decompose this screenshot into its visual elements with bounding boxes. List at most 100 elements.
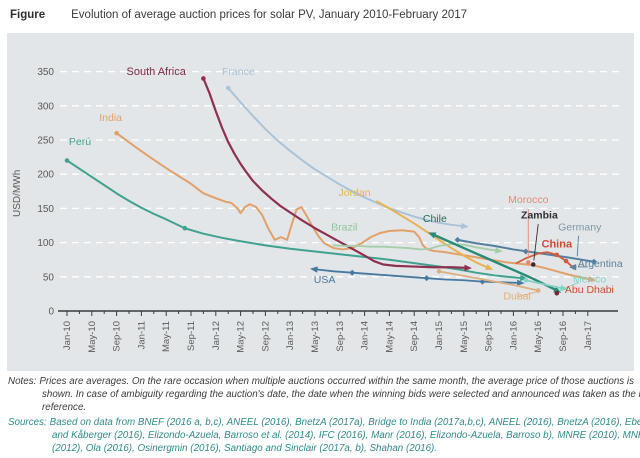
series-leader-germany: [576, 235, 579, 257]
series-label-zambia: Zambia: [521, 210, 558, 222]
series-arrow-argentina: [569, 264, 577, 271]
x-tick-label-Jan-14: Jan-14: [360, 321, 371, 350]
series-marker-france: [225, 85, 231, 91]
series-leader-dubai: [518, 291, 538, 298]
series-line-usa: [314, 268, 521, 284]
series-arrow-india: [587, 275, 596, 283]
series-label-dubai: Dubai: [503, 290, 530, 302]
x-tick-label-Jan-17: Jan-17: [583, 321, 594, 350]
series-label-usa: USA: [314, 274, 336, 286]
x-tick-label-Sep-10: Sep-10: [112, 321, 123, 352]
series-point-abu-dhabi: [554, 290, 560, 296]
series-line-brazil: [332, 243, 499, 252]
x-tick-label-May-13: May-13: [310, 321, 321, 353]
x-tick-label-Jan-10: Jan-10: [62, 321, 73, 350]
series-leader-mexico: [565, 281, 580, 289]
series-marker-china: [554, 252, 560, 258]
series-marker-china: [563, 258, 569, 264]
x-tick-label-Jan-15: Jan-15: [434, 321, 445, 350]
series-label-germany: Germany: [558, 221, 602, 233]
series-line-germany: [456, 238, 595, 263]
x-tick-label-May-14: May-14: [384, 321, 395, 353]
y-tick-label-0: 0: [48, 307, 54, 318]
series-arrow-chile: [553, 286, 562, 293]
series-label-argentina: Argentina: [578, 258, 623, 270]
series-marker-usa: [423, 275, 430, 282]
series-marker-dubai: [436, 269, 442, 274]
y-tick-label-50: 50: [43, 272, 55, 283]
series-label-morocco: Morocco: [508, 194, 548, 206]
series-marker-south-africa: [201, 76, 206, 81]
series-label-china: China: [542, 238, 573, 250]
series-marker-peru: [182, 225, 188, 231]
series-marker-peru: [64, 158, 70, 163]
x-tick-label-Sep-11: Sep-11: [186, 321, 197, 351]
y-tick-label-100: 100: [37, 238, 54, 249]
series-point-morocco: [525, 260, 531, 265]
y-tick-label-200: 200: [37, 170, 54, 181]
x-tick-label-Jan-16: Jan-16: [508, 321, 519, 350]
x-tick-label-May-11: May-11: [161, 321, 172, 352]
series-arrow-usa: [516, 279, 525, 287]
figure-title: Evolution of average auction prices for …: [71, 9, 468, 21]
x-tick-label-Jan-12: Jan-12: [211, 321, 222, 350]
y-tick-label-300: 300: [37, 101, 54, 112]
x-tick-label-Sep-13: Sep-13: [335, 321, 346, 352]
series-marker-dubai: [535, 288, 541, 293]
series-label-brazil: Brazil: [331, 221, 357, 233]
price-chart-svg: 0 50 100 150 200 250 300 350 USD/MWh Jan-10 May-10…: [7, 33, 634, 371]
series-marker-germany: [591, 258, 597, 265]
series-line-france: [227, 87, 465, 228]
series-label-chile: Chile: [423, 213, 447, 225]
x-tick-label-May-12: May-12: [236, 321, 247, 353]
plot-panel: [7, 33, 634, 371]
series-line-dubai: [438, 270, 540, 292]
series-marker-mexico: [523, 277, 529, 283]
x-tick-label-Jan-11: Jan-11: [136, 321, 147, 349]
figure-header: Figure Evolution of average auction price…: [10, 9, 630, 21]
notes-text: Prices are averages. On the rare occasio…: [39, 376, 640, 413]
series-label-france: France: [222, 66, 255, 78]
series-arrow-peru: [519, 274, 528, 282]
y-tick-label-150: 150: [37, 204, 54, 215]
x-tick-label-Sep-15: Sep-15: [484, 321, 495, 352]
notes-label: Notes:: [8, 376, 37, 387]
figure-label: Figure: [10, 9, 46, 21]
sources-label: Sources:: [8, 417, 47, 428]
y-tick-label-350: 350: [37, 67, 54, 78]
series-marker-germany: [522, 248, 529, 255]
series-label-mexico: Mexico: [573, 273, 606, 285]
series-marker-india: [114, 130, 119, 136]
x-tick-label-May-10: May-10: [87, 321, 98, 353]
series-arrow-brazil: [494, 247, 503, 254]
y-axis-title: USD/MWh: [12, 170, 23, 217]
sources: Sources: Based on data from BNEF (2016 a,…: [8, 416, 640, 455]
series-arrow-south-africa: [464, 264, 472, 271]
y-tick-label-250: 250: [37, 136, 54, 147]
series-arrow-start-usa: [310, 266, 318, 273]
x-tick-label-Sep-16: Sep-16: [558, 321, 569, 352]
series-label-india: India: [99, 112, 122, 124]
x-tick-label-May-15: May-15: [459, 321, 470, 353]
sources-text: Based on data from BNEF (2016 a, b,c), A…: [49, 417, 640, 454]
series-label-jordan: Jordan: [339, 187, 371, 199]
series-marker-germany: [454, 236, 461, 243]
x-tick-label-May-16: May-16: [533, 321, 544, 353]
series-label-peru: Perú: [69, 136, 91, 148]
price-chart: 0 50 100 150 200 250 300 350 USD/MWh Jan-10 May-10…: [0, 33, 640, 372]
series-leader-zambia: [533, 224, 539, 261]
series-label-south-africa: South Africa: [127, 66, 187, 78]
series-label-abu-dhabi: Abu Dhabi: [565, 284, 614, 296]
x-tick-label-Jan-13: Jan-13: [285, 321, 296, 350]
x-tick-label-Sep-12: Sep-12: [260, 321, 271, 352]
series-line-south-africa: [202, 77, 468, 270]
notes: Notes: Prices are averages. On the rare o…: [8, 375, 640, 414]
series-line-chile: [431, 233, 558, 292]
series-line-mexico: [524, 279, 564, 290]
series-arrow-france: [460, 222, 469, 230]
series-arrow-mexico: [559, 284, 568, 292]
series-arrow-start-chile: [428, 232, 437, 239]
series-marker-usa: [349, 269, 356, 276]
series-line-peru: [66, 159, 524, 280]
series-arrow-jordan: [485, 263, 494, 270]
